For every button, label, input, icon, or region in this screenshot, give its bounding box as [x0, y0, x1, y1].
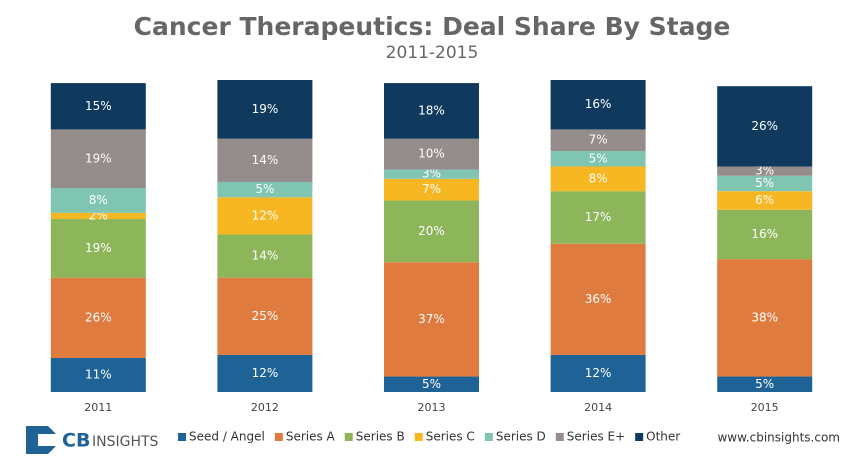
- bar-segment: [50, 358, 146, 392]
- data-label: 12%: [585, 366, 612, 380]
- data-label: 14%: [252, 153, 279, 167]
- data-label: 5%: [589, 151, 608, 165]
- data-label: 3%: [422, 167, 441, 181]
- source: www.cbinsights.com: [717, 431, 840, 445]
- legend-swatch: [344, 433, 353, 441]
- legend-label: Series D: [496, 430, 546, 444]
- data-label: 16%: [751, 227, 778, 241]
- x-tick-label: 2012: [251, 401, 279, 414]
- data-label: 5%: [755, 377, 774, 391]
- legend-label: Series C: [426, 430, 475, 444]
- x-tick-label: 2013: [418, 401, 446, 414]
- data-label: 37%: [418, 312, 445, 326]
- data-label: 3%: [755, 164, 774, 178]
- legend-label: Seed / Angel: [189, 430, 265, 444]
- data-label: 17%: [585, 210, 612, 224]
- data-label: 5%: [255, 182, 274, 196]
- data-label: 11%: [85, 368, 112, 382]
- bar-segment: [50, 212, 146, 220]
- data-label: 6%: [755, 193, 774, 207]
- bar-segment: [550, 129, 646, 152]
- data-label: 26%: [85, 310, 112, 324]
- data-label: 26%: [751, 119, 778, 133]
- data-label: 16%: [585, 97, 612, 111]
- logo-insights: INSIGHTS: [92, 434, 159, 450]
- data-label: 7%: [589, 133, 608, 147]
- data-label: 5%: [755, 176, 774, 190]
- data-label: 19%: [252, 102, 279, 116]
- bar-segment: [550, 243, 646, 355]
- bar-segment: [717, 259, 813, 377]
- chart-subtitle: 2011-2015: [386, 43, 479, 63]
- bar-segment: [217, 197, 313, 235]
- legend-label: Series B: [356, 430, 405, 444]
- bar-segment: [217, 354, 313, 392]
- legend-label: Other: [646, 430, 680, 444]
- data-label: 5%: [422, 377, 441, 391]
- bar-segment: [50, 219, 146, 278]
- data-label: 36%: [585, 292, 612, 306]
- legend-label: Series E+: [567, 430, 625, 444]
- legend-swatch: [484, 433, 493, 441]
- bar-segment: [717, 376, 813, 392]
- bar-segment: [50, 277, 146, 359]
- data-label: 14%: [252, 249, 279, 263]
- bar-segment: [550, 354, 646, 392]
- bar-segment: [550, 151, 646, 167]
- bar-segment: [50, 129, 146, 189]
- bar-segment: [550, 191, 646, 244]
- legend-swatch: [555, 433, 564, 441]
- bar-segment: [384, 262, 479, 377]
- bar-segment: [550, 80, 646, 130]
- data-label: 8%: [589, 171, 608, 185]
- bar-segment: [717, 191, 813, 210]
- bar-segment: [217, 181, 313, 198]
- data-label: 10%: [418, 147, 445, 161]
- bar-segment: [384, 169, 479, 179]
- data-label: 19%: [85, 241, 112, 255]
- bar-segment: [717, 86, 813, 167]
- data-label: 8%: [89, 193, 108, 207]
- bar-segment: [384, 200, 479, 263]
- legend-swatch: [414, 433, 423, 441]
- logo-cb: CB: [62, 430, 90, 452]
- legend-swatch: [178, 433, 186, 441]
- data-label: 38%: [751, 310, 778, 324]
- data-label: 7%: [422, 182, 441, 196]
- bar-segment: [384, 138, 479, 170]
- bar-segment: [550, 166, 646, 192]
- bar-segment: [384, 178, 479, 201]
- data-label: 18%: [418, 103, 445, 117]
- data-label: 20%: [418, 224, 445, 238]
- bar-segment: [217, 277, 313, 355]
- chart-title: Cancer Therapeutics: Deal Share By Stage: [134, 12, 731, 41]
- bar-segment: [50, 188, 146, 213]
- bar-segment: [50, 83, 146, 130]
- x-tick-label: 2015: [751, 401, 779, 414]
- data-label: 19%: [85, 151, 112, 165]
- data-label: 25%: [252, 309, 279, 323]
- legend-swatch: [635, 433, 644, 441]
- bar-segment: [717, 209, 813, 260]
- x-tick-label: 2014: [584, 401, 612, 414]
- legend-swatch: [274, 433, 283, 441]
- bar-segment: [217, 234, 313, 278]
- legend-label: Series A: [286, 430, 336, 444]
- bar-segment: [717, 175, 813, 192]
- bar-segment: [384, 376, 479, 392]
- bar-segment: [217, 80, 313, 139]
- bar-segment: [717, 166, 813, 176]
- bar-segment: [217, 138, 313, 182]
- data-label: 12%: [252, 208, 279, 222]
- logo-icon-cut: [38, 434, 58, 446]
- data-label: 12%: [252, 366, 279, 380]
- logo: CB INSIGHTS: [26, 426, 159, 454]
- data-label: 15%: [85, 99, 112, 113]
- bar-segment: [384, 83, 479, 139]
- x-tick-label: 2011: [84, 401, 112, 414]
